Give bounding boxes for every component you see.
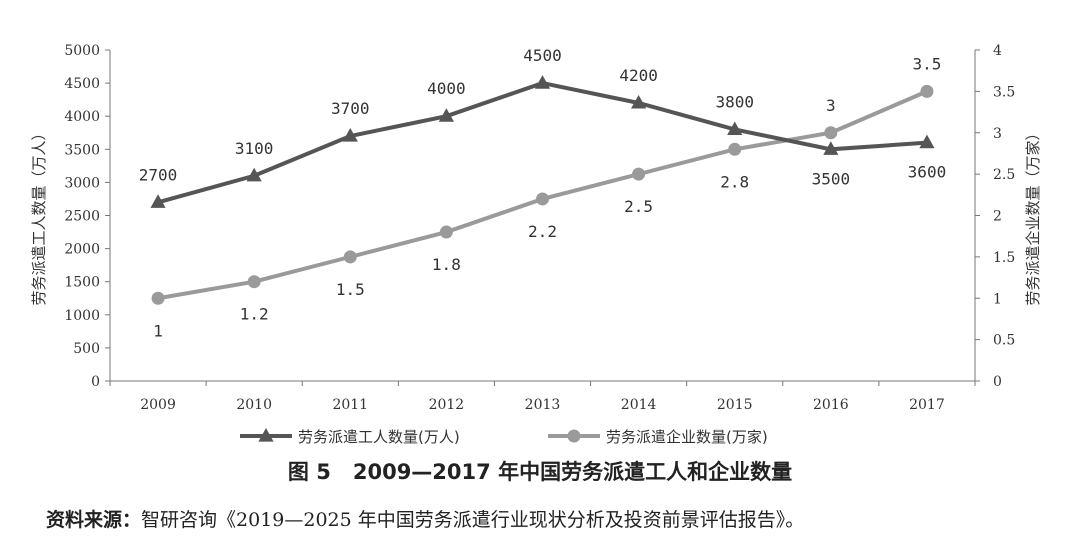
legend-marker-1 — [258, 428, 274, 442]
series-1-data-label: 3800 — [715, 92, 754, 111]
dual-axis-line-chart: 0 500 1000 1500 2000 2500 3000 3500 4000 4500 5000… — [30, 43, 1042, 446]
left-tick-label: 500 — [73, 341, 100, 357]
series-2-data-label: 1 — [153, 321, 163, 340]
series-2-point — [151, 291, 165, 305]
series-2-point — [343, 250, 357, 264]
left-axis-title: 劳务派遣工人数量（万人） — [30, 125, 48, 305]
data-labels: 2700 3100 3700 4000 4500 4200 3800 3500 3600 1 1.2… — [139, 46, 946, 340]
legend-marker-2 — [567, 429, 581, 443]
series-1-data-label: 3500 — [812, 169, 851, 188]
series-2-data-label: 2.2 — [528, 222, 557, 241]
series-2-data-label: 2.8 — [720, 172, 749, 191]
source-label: 资料来源： — [46, 509, 142, 531]
series-2-data-label: 1.2 — [240, 305, 269, 324]
x-tick-label: 2013 — [525, 397, 561, 413]
left-tick-label: 3000 — [64, 175, 100, 191]
legend-label-2: 劳务派遣企业数量(万家) — [606, 428, 768, 446]
x-tick-label: 2010 — [236, 397, 272, 413]
x-tick-label: 2015 — [717, 397, 753, 413]
left-tick-label: 4000 — [64, 109, 100, 125]
series-2-data-label: 3 — [826, 96, 836, 115]
left-tick-label: 1500 — [64, 275, 100, 291]
series-1-point — [438, 108, 454, 122]
right-tick-label: 4 — [993, 43, 1002, 59]
x-tick-label: 2011 — [332, 397, 368, 413]
left-tick-label: 3500 — [64, 142, 100, 158]
series-1-data-label: 2700 — [139, 165, 178, 184]
left-tick-label: 5000 — [64, 43, 100, 59]
left-tick-label: 2000 — [64, 242, 100, 258]
series-1-point — [631, 94, 647, 109]
right-tick-label: 3.5 — [993, 84, 1015, 100]
series-1-data-label: 4500 — [523, 46, 562, 65]
axes: 0 500 1000 1500 2000 2500 3000 3500 4000 4500 5000… — [30, 43, 1042, 413]
series-layer — [150, 75, 935, 305]
right-tick-label: 3 — [993, 126, 1002, 142]
x-tick-label: 2012 — [429, 397, 465, 413]
series-1-point — [246, 167, 262, 182]
series-1-point — [823, 141, 839, 155]
x-tick-label: 2014 — [621, 397, 657, 413]
series-2-data-label: 1.8 — [432, 255, 461, 274]
source-text: 智研咨询《2019—2025 年中国劳务派遣行业现状分析及投资前景评估报告》。 — [141, 509, 805, 531]
legend: 劳务派遣工人数量(万人) 劳务派遣企业数量(万家) — [240, 428, 768, 446]
series-2-data-label: 3.5 — [912, 54, 941, 73]
series-1-data-label: 3600 — [908, 163, 947, 182]
source-note: 资料来源：智研咨询《2019—2025 年中国劳务派遣行业现状分析及投资前景评估… — [46, 505, 804, 532]
right-tick-label: 0 — [993, 374, 1002, 390]
series-2-point — [632, 167, 646, 181]
right-tick-label: 2 — [993, 209, 1002, 225]
left-tick-label: 4500 — [64, 76, 100, 92]
right-axis-title: 劳务派遣企业数量（万家） — [1024, 125, 1042, 305]
series-2-data-label: 2.5 — [624, 197, 653, 216]
series-1-data-label: 4200 — [619, 66, 658, 85]
series-1-point — [534, 75, 551, 89]
series-2-data-label: 1.5 — [336, 280, 365, 299]
figure-number: 图 5 — [287, 460, 331, 484]
series-1-point — [150, 194, 166, 208]
left-tick-label: 0 — [91, 374, 100, 390]
series-2-point — [536, 192, 549, 206]
right-tick-label: 2.5 — [993, 167, 1015, 183]
right-tick-label: 1.5 — [993, 250, 1015, 266]
figure-caption: 图 5 2009—2017 年中国劳务派遣工人和企业数量 — [0, 456, 1080, 486]
series-1-data-label: 3700 — [331, 99, 370, 118]
series-1-point — [919, 134, 935, 149]
right-tick-label: 0.5 — [993, 333, 1015, 349]
series-2-point — [728, 142, 742, 156]
x-tick-label: 2017 — [909, 397, 945, 413]
figure-title: 2009—2017 年中国劳务派遣工人和企业数量 — [352, 460, 793, 484]
left-tick-label: 2500 — [64, 209, 100, 225]
legend-label-1: 劳务派遣工人数量(万人) — [298, 428, 460, 446]
x-tick-label: 2009 — [140, 397, 176, 413]
series-1-data-label: 4000 — [427, 79, 466, 98]
right-tick-label: 1 — [993, 291, 1002, 307]
series-2-point — [247, 275, 261, 289]
series-1-point — [342, 128, 358, 142]
x-tick-label: 2016 — [813, 397, 849, 413]
series-2-point — [439, 225, 453, 239]
series-1-point — [727, 121, 743, 136]
series-1-data-label: 3100 — [235, 139, 274, 158]
series-2-point — [824, 126, 838, 140]
left-tick-label: 1000 — [64, 308, 100, 324]
series-2-point — [920, 84, 934, 98]
